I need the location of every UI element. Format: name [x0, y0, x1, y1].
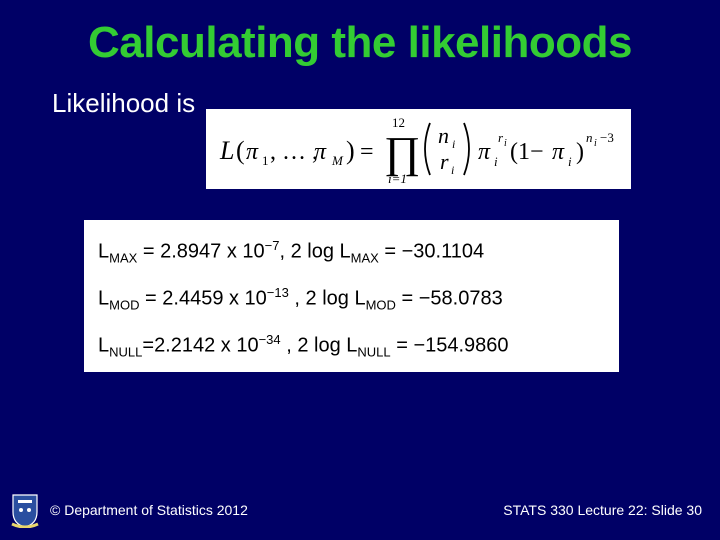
formula-prod: ∏	[384, 128, 420, 177]
footer-copyright: © Department of Statistics 2012	[50, 502, 248, 518]
lmod-sub: MOD	[109, 297, 139, 312]
values-row-null: LNULL=2.2142 x 10−34 , 2 log LNULL = −15…	[98, 330, 605, 363]
lmax-eq: =	[137, 241, 160, 263]
binom-paren-left	[425, 123, 430, 175]
lmax-logval: −30.1104	[402, 241, 485, 263]
lnull-exp: −34	[259, 332, 281, 347]
lnull-logsub: NULL	[357, 344, 390, 359]
pi-term: π	[478, 139, 491, 165]
lmod-logval: −58.0783	[419, 287, 503, 309]
pi-sup-sub: i	[504, 138, 507, 149]
formula-piM: π	[314, 139, 327, 165]
tail-n: n	[586, 130, 593, 145]
lmod-eq: =	[139, 287, 162, 309]
lmod-logpre: 2 log L	[306, 287, 366, 309]
footer-left: © Department of Statistics 2012	[10, 492, 248, 528]
lmax-val: 2.8947 x 10	[160, 241, 265, 263]
formula-subM: M	[331, 153, 344, 168]
university-crest-icon	[10, 492, 40, 528]
lmax-exp: −7	[265, 238, 280, 253]
formula-close: )	[346, 136, 355, 165]
lmod-exp: −13	[267, 285, 289, 300]
lnull-label: L	[98, 334, 109, 356]
lmax-label: L	[98, 241, 109, 263]
footer-slide-ref: STATS 330 Lecture 22: Slide 30	[503, 502, 702, 518]
lnull-eq: =	[142, 334, 154, 356]
formula-pi1: π	[246, 139, 259, 165]
values-row-max: LMAX = 2.8947 x 10−7, 2 log LMAX = −30.1…	[98, 236, 605, 269]
lnull-eq2: =	[391, 334, 414, 356]
binom-bot: r	[440, 149, 449, 174]
formula-sub1: 1	[262, 153, 269, 168]
lnull-val: 2.2142 x 10	[154, 334, 259, 356]
lnull-sep: ,	[281, 334, 298, 356]
binom-bot-sub: i	[451, 163, 454, 177]
binom-top: n	[438, 123, 449, 148]
values-row-mod: LMOD = 2.4459 x 10−13 , 2 log LMOD = −58…	[98, 283, 605, 316]
formula-open: (	[236, 136, 245, 165]
lmod-label: L	[98, 287, 109, 309]
oneminus-close: )	[576, 139, 584, 165]
lnull-logval: −154.9860	[413, 334, 508, 356]
oneminus-pi: π	[552, 139, 565, 165]
lmod-val: 2.4459 x 10	[162, 287, 267, 309]
lmod-eq2: =	[396, 287, 419, 309]
lmax-sep: ,	[279, 241, 290, 263]
lnull-logpre: 2 log L	[297, 334, 357, 356]
lmod-logsub: MOD	[366, 297, 396, 312]
lmax-logpre: 2 log L	[291, 241, 351, 263]
likelihood-values: LMAX = 2.8947 x 10−7, 2 log LMAX = −30.1…	[84, 220, 619, 372]
lmod-sep: ,	[289, 287, 306, 309]
binom-paren-right	[464, 123, 469, 175]
oneminus-sub: i	[568, 154, 572, 169]
formula-dots: , … ,	[270, 139, 318, 165]
tail-n-sub: i	[594, 138, 597, 149]
lnull-sub: NULL	[109, 344, 142, 359]
lmax-eq2: =	[379, 241, 402, 263]
binom-top-sub: i	[452, 137, 455, 151]
lmax-logsub: MAX	[351, 251, 379, 266]
lmax-sub: MAX	[109, 251, 137, 266]
oneminus-open: (1−	[510, 139, 544, 165]
formula-prod-lower: i=1	[388, 171, 407, 186]
likelihood-formula: L ( π 1 , … , π M ) = ∏ 12 i=1 n i r i π…	[206, 109, 631, 189]
tail-minus: −3	[600, 130, 614, 145]
slide-footer: © Department of Statistics 2012 STATS 33…	[0, 492, 720, 528]
pi-sub: i	[494, 154, 498, 169]
formula-eq: =	[360, 139, 374, 165]
formula-L: L	[219, 136, 234, 165]
slide-title: Calculating the likelihoods	[0, 0, 720, 68]
formula-prod-upper: 12	[392, 115, 405, 130]
